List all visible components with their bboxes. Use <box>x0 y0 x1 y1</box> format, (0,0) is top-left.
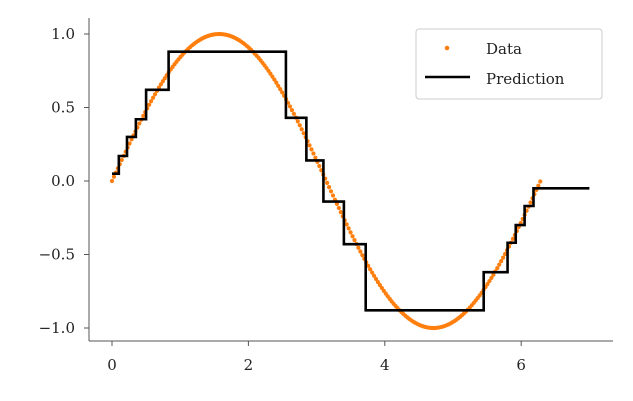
data-point <box>336 205 341 211</box>
legend-prediction-label: Prediction <box>486 70 565 88</box>
data-point <box>301 131 306 136</box>
data-point <box>309 147 314 152</box>
data-point <box>276 83 281 88</box>
data-point <box>270 74 275 79</box>
data-point <box>111 174 117 179</box>
y-tick-label: 0.0 <box>51 172 75 190</box>
data-point <box>495 265 500 271</box>
data-point <box>491 272 496 277</box>
y-tick-label: −1.0 <box>39 319 75 337</box>
x-tick-label: 2 <box>244 356 254 374</box>
data-point <box>487 278 492 284</box>
data-point <box>356 245 361 250</box>
data-point <box>287 104 293 109</box>
data-point <box>528 200 533 205</box>
data-point <box>129 137 134 142</box>
data-point <box>366 263 371 268</box>
data-point <box>158 82 163 87</box>
data-point <box>338 210 343 215</box>
data-point <box>485 282 490 287</box>
data-point <box>274 80 279 85</box>
y-tick-label: 1.0 <box>51 25 75 43</box>
data-point <box>307 143 312 148</box>
data-point <box>137 121 142 126</box>
y-axis-ticks: 1.0 0.5 0.0 −0.5 −1.0 <box>39 25 89 337</box>
data-point <box>311 151 316 156</box>
data-point <box>119 157 124 163</box>
data-point <box>502 251 508 257</box>
data-point <box>360 253 365 258</box>
data-point <box>149 99 154 104</box>
data-point <box>289 107 295 113</box>
data-point <box>147 102 152 107</box>
data-point <box>489 275 494 281</box>
legend-data-marker <box>444 45 450 51</box>
x-tick-label: 4 <box>380 356 390 374</box>
data-point <box>150 95 156 100</box>
data-point <box>538 179 543 184</box>
data-point <box>109 178 115 184</box>
data-point <box>299 127 304 132</box>
data-point <box>499 259 504 264</box>
prediction-series <box>112 50 590 312</box>
data-point <box>317 163 322 169</box>
data-point <box>280 90 285 95</box>
data-point <box>348 230 353 235</box>
data-point <box>325 180 330 185</box>
data-point <box>344 222 349 227</box>
data-point <box>497 262 502 267</box>
x-axis-ticks: 0 2 4 6 <box>107 341 526 374</box>
data-point <box>162 76 167 81</box>
data-point <box>313 155 318 160</box>
x-tick-label: 6 <box>516 356 526 374</box>
data-point <box>536 183 541 188</box>
data-point <box>510 236 516 241</box>
data-point <box>358 249 363 254</box>
data-point <box>501 255 506 260</box>
data-point <box>291 111 296 116</box>
prediction-line <box>112 50 590 312</box>
y-tick-label: 0.5 <box>51 99 75 117</box>
data-point <box>272 77 277 82</box>
data-point <box>330 193 336 198</box>
data-point <box>141 113 146 118</box>
data-point <box>350 234 355 239</box>
data-point <box>127 141 132 146</box>
x-tick-label: 0 <box>107 356 117 374</box>
y-tick-label: −0.5 <box>39 246 75 264</box>
data-point <box>297 123 302 128</box>
data-point <box>328 189 334 194</box>
data-point <box>370 270 375 275</box>
data-point <box>368 267 373 272</box>
data-point <box>295 119 300 124</box>
legend-box <box>415 28 603 100</box>
data-point <box>352 238 357 243</box>
legend-data-label: Data <box>486 40 522 58</box>
data-point <box>278 86 283 92</box>
data-point <box>371 273 377 278</box>
data-point <box>152 92 158 97</box>
legend: Data Prediction <box>415 28 603 100</box>
data-point <box>346 226 351 231</box>
data-point <box>160 79 165 84</box>
data-point <box>326 184 332 190</box>
axes <box>88 18 613 342</box>
data-point <box>373 276 379 282</box>
data-point <box>375 279 381 285</box>
